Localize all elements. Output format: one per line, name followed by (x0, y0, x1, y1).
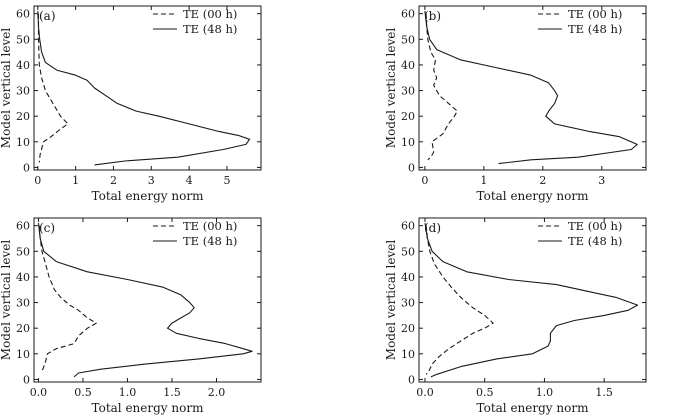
panel-d-label: (d) (424, 221, 441, 235)
panel-d-ytick-label: 60 (401, 220, 415, 233)
panel-b-legend-label: TE (00 h) (568, 7, 622, 21)
panel-d-ytick-label: 10 (401, 348, 415, 361)
panel-c-ytick-label: 20 (16, 322, 30, 335)
panel-b-x-axis-title: Total energy norm (477, 189, 590, 203)
panel-a-xtick-label: 1 (72, 174, 79, 187)
panel-b-ytick-label: 40 (401, 59, 415, 72)
panel-a-frame (33, 5, 262, 171)
panel-d-legend-label: TE (48 h) (568, 234, 622, 248)
panel-b-frame (418, 5, 647, 171)
panel-b-legend-label: TE (48 h) (568, 22, 622, 36)
panel-c-xtick-label: 1.0 (119, 386, 137, 399)
panel-d-y-axis-title: Model vertical level (384, 240, 398, 361)
panel-a-xtick-label: 0 (34, 174, 41, 187)
panel-d-xtick-label: 0.0 (416, 386, 434, 399)
panel-c-x-axis-title: Total energy norm (92, 401, 205, 415)
panel-d-legend-label: TE (00 h) (568, 219, 622, 233)
panel-d-ytick-label: 30 (401, 297, 415, 310)
panel-d-series-te-00h (425, 225, 494, 375)
panel-a-ytick-label: 10 (16, 136, 30, 149)
panel-c-legend-label: TE (48 h) (183, 234, 237, 248)
panel-a-legend-label: TE (00 h) (183, 7, 237, 21)
panel-b-xtick-label: 0 (421, 174, 428, 187)
panel-c-y-axis-title: Model vertical level (0, 240, 13, 361)
panel-c-series-te-48h (37, 223, 253, 378)
panel-d-xtick-label: 1.0 (536, 386, 554, 399)
panel-c-ytick-label: 60 (16, 220, 30, 233)
panel-c-legend-label: TE (00 h) (183, 219, 237, 233)
panel-b-y-axis-title: Model vertical level (384, 28, 398, 149)
panel-d: 0.0 0.5 1.0 1.5 0 10 20 30 40 50 60 Total energy no… (384, 217, 647, 415)
panel-a-series-te-48h (37, 11, 251, 166)
panel-c-xtick-label: 0.0 (30, 386, 48, 399)
panel-a-ytick-label: 50 (16, 33, 30, 46)
panel-c: 0.0 0.5 1.0 1.5 2.0 0 10 20 30 40 50 60 Total energy… (0, 217, 262, 415)
panel-d-frame (418, 217, 647, 383)
panel-b-ytick-label: 60 (401, 8, 415, 21)
panel-c-xtick-label: 2.0 (208, 386, 226, 399)
panel-a-ytick-label: 20 (16, 110, 30, 123)
panel-a-ytick-label: 40 (16, 59, 30, 72)
panel-d-ytick-label: 0 (408, 373, 415, 386)
panel-a-ytick-label: 30 (16, 85, 30, 98)
panel-a-xtick-label: 2 (110, 174, 117, 187)
panel-a-x-axis-title: Total energy norm (92, 189, 205, 203)
panel-c-frame (33, 217, 262, 383)
panel-c-ytick-label: 40 (16, 271, 30, 284)
panel-b-ytick-label: 10 (401, 136, 415, 149)
panel-a-ytick-label: 0 (23, 161, 30, 174)
panel-c-series-te-00h (38, 225, 97, 373)
panel-a-ytick-label: 60 (16, 8, 30, 21)
panel-b-xtick-label: 1 (480, 174, 487, 187)
panel-b-label: (b) (424, 9, 441, 23)
panel-a-xtick-label: 5 (223, 174, 230, 187)
panel-a-label: (a) (39, 9, 56, 23)
panel-a-xtick-label: 4 (186, 174, 193, 187)
panel-b-series-te-48h (424, 11, 638, 165)
panel-d-series-te-48h (424, 223, 639, 378)
panel-a-y-axis-title: Model vertical level (0, 28, 13, 149)
panel-c-ytick-label: 10 (16, 348, 30, 361)
panel-d-ytick-label: 50 (401, 245, 415, 258)
panel-b-xtick-label: 3 (598, 174, 605, 187)
panel-b-ytick-label: 20 (401, 110, 415, 123)
panel-c-xtick-label: 1.5 (163, 386, 181, 399)
panel-b-ytick-label: 0 (408, 161, 415, 174)
panel-d-xtick-label: 0.5 (476, 386, 494, 399)
panel-c-ytick-label: 0 (23, 373, 30, 386)
panel-c-ytick-label: 50 (16, 245, 30, 258)
panel-b-xtick-label: 2 (539, 174, 546, 187)
panel-c-ytick-label: 30 (16, 297, 30, 310)
panel-c-label: (c) (39, 221, 55, 235)
panel-d-ytick-label: 20 (401, 322, 415, 335)
panel-d-x-axis-title: Total energy norm (477, 401, 590, 415)
panel-d-ytick-label: 40 (401, 271, 415, 284)
panel-b-series-te-00h (425, 13, 458, 161)
panel-a-legend-label: TE (48 h) (183, 22, 237, 36)
panel-b-ytick-label: 30 (401, 85, 415, 98)
panel-a-series-te-00h (37, 13, 69, 163)
panel-a-xtick-label: 3 (148, 174, 155, 187)
panel-c-xtick-label: 0.5 (74, 386, 92, 399)
panel-b-ytick-label: 50 (401, 33, 415, 46)
panel-d-xtick-label: 1.5 (595, 386, 613, 399)
